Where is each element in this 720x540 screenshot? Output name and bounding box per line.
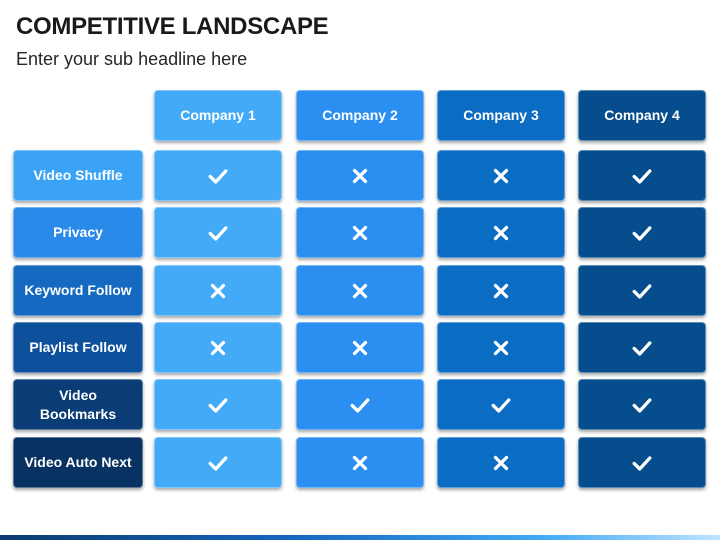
table-cell	[578, 379, 706, 430]
column-header-company-2: Company 2	[296, 90, 424, 141]
table-cell	[437, 437, 565, 488]
cross-icon	[349, 337, 371, 359]
table-cell	[296, 150, 424, 201]
cross-icon	[349, 452, 371, 474]
table-cell	[437, 322, 565, 373]
feature-label-text: Keyword Follow	[24, 282, 132, 299]
table-cell	[437, 150, 565, 201]
table-cell	[578, 207, 706, 258]
table-cell	[296, 207, 424, 258]
feature-label-row-1: Video Shuffle	[13, 150, 143, 201]
check-icon	[207, 452, 229, 474]
cross-icon	[349, 222, 371, 244]
feature-label-row-4: Playlist Follow	[13, 322, 143, 373]
page-subtitle: Enter your sub headline here	[16, 49, 248, 69]
check-icon	[490, 394, 512, 416]
feature-label-text: Playlist Follow	[29, 339, 127, 356]
table-cell	[437, 207, 565, 258]
table-cell	[578, 437, 706, 488]
table-cell	[296, 265, 424, 316]
check-icon	[631, 337, 653, 359]
check-icon	[631, 222, 653, 244]
company-label: Company 1	[180, 107, 256, 124]
footer-gradient-bar	[0, 535, 720, 540]
feature-label-text: Video Bookmarks	[39, 387, 117, 422]
column-header-company-4: Company 4	[578, 90, 706, 141]
cross-icon	[207, 337, 229, 359]
cross-icon	[207, 280, 229, 302]
company-label: Company 2	[322, 107, 398, 124]
feature-label-row-3: Keyword Follow	[13, 265, 143, 316]
cross-icon	[490, 165, 512, 187]
feature-label-text: Video Auto Next	[24, 454, 132, 471]
cross-icon	[490, 452, 512, 474]
table-cell	[296, 437, 424, 488]
table-cell	[154, 379, 282, 430]
table-cell	[578, 322, 706, 373]
table-cell	[296, 322, 424, 373]
check-icon	[631, 452, 653, 474]
table-cell	[154, 322, 282, 373]
check-icon	[631, 394, 653, 416]
check-icon	[631, 280, 653, 302]
table-cell	[154, 437, 282, 488]
company-label: Company 4	[604, 107, 680, 124]
check-icon	[207, 222, 229, 244]
cross-icon	[490, 280, 512, 302]
feature-label-row-6: Video Auto Next	[13, 437, 143, 488]
table-cell	[154, 207, 282, 258]
column-header-company-1: Company 1	[154, 90, 282, 141]
feature-label-text: Video Shuffle	[33, 167, 123, 184]
feature-label-row-5: Video Bookmarks	[13, 379, 143, 430]
company-label: Company 3	[463, 107, 539, 124]
check-icon	[207, 165, 229, 187]
table-cell	[154, 150, 282, 201]
table-cell	[154, 265, 282, 316]
table-cell	[578, 150, 706, 201]
column-header-company-3: Company 3	[437, 90, 565, 141]
table-cell	[437, 379, 565, 430]
feature-label-text: Privacy	[53, 224, 103, 241]
feature-label-row-2: Privacy	[13, 207, 143, 258]
page-title: COMPETITIVE LANDSCAPE	[16, 13, 329, 40]
check-icon	[207, 394, 229, 416]
table-cell	[296, 379, 424, 430]
cross-icon	[490, 337, 512, 359]
table-cell	[437, 265, 565, 316]
check-icon	[631, 165, 653, 187]
cross-icon	[490, 222, 512, 244]
cross-icon	[349, 280, 371, 302]
cross-icon	[349, 165, 371, 187]
table-cell	[578, 265, 706, 316]
check-icon	[349, 394, 371, 416]
